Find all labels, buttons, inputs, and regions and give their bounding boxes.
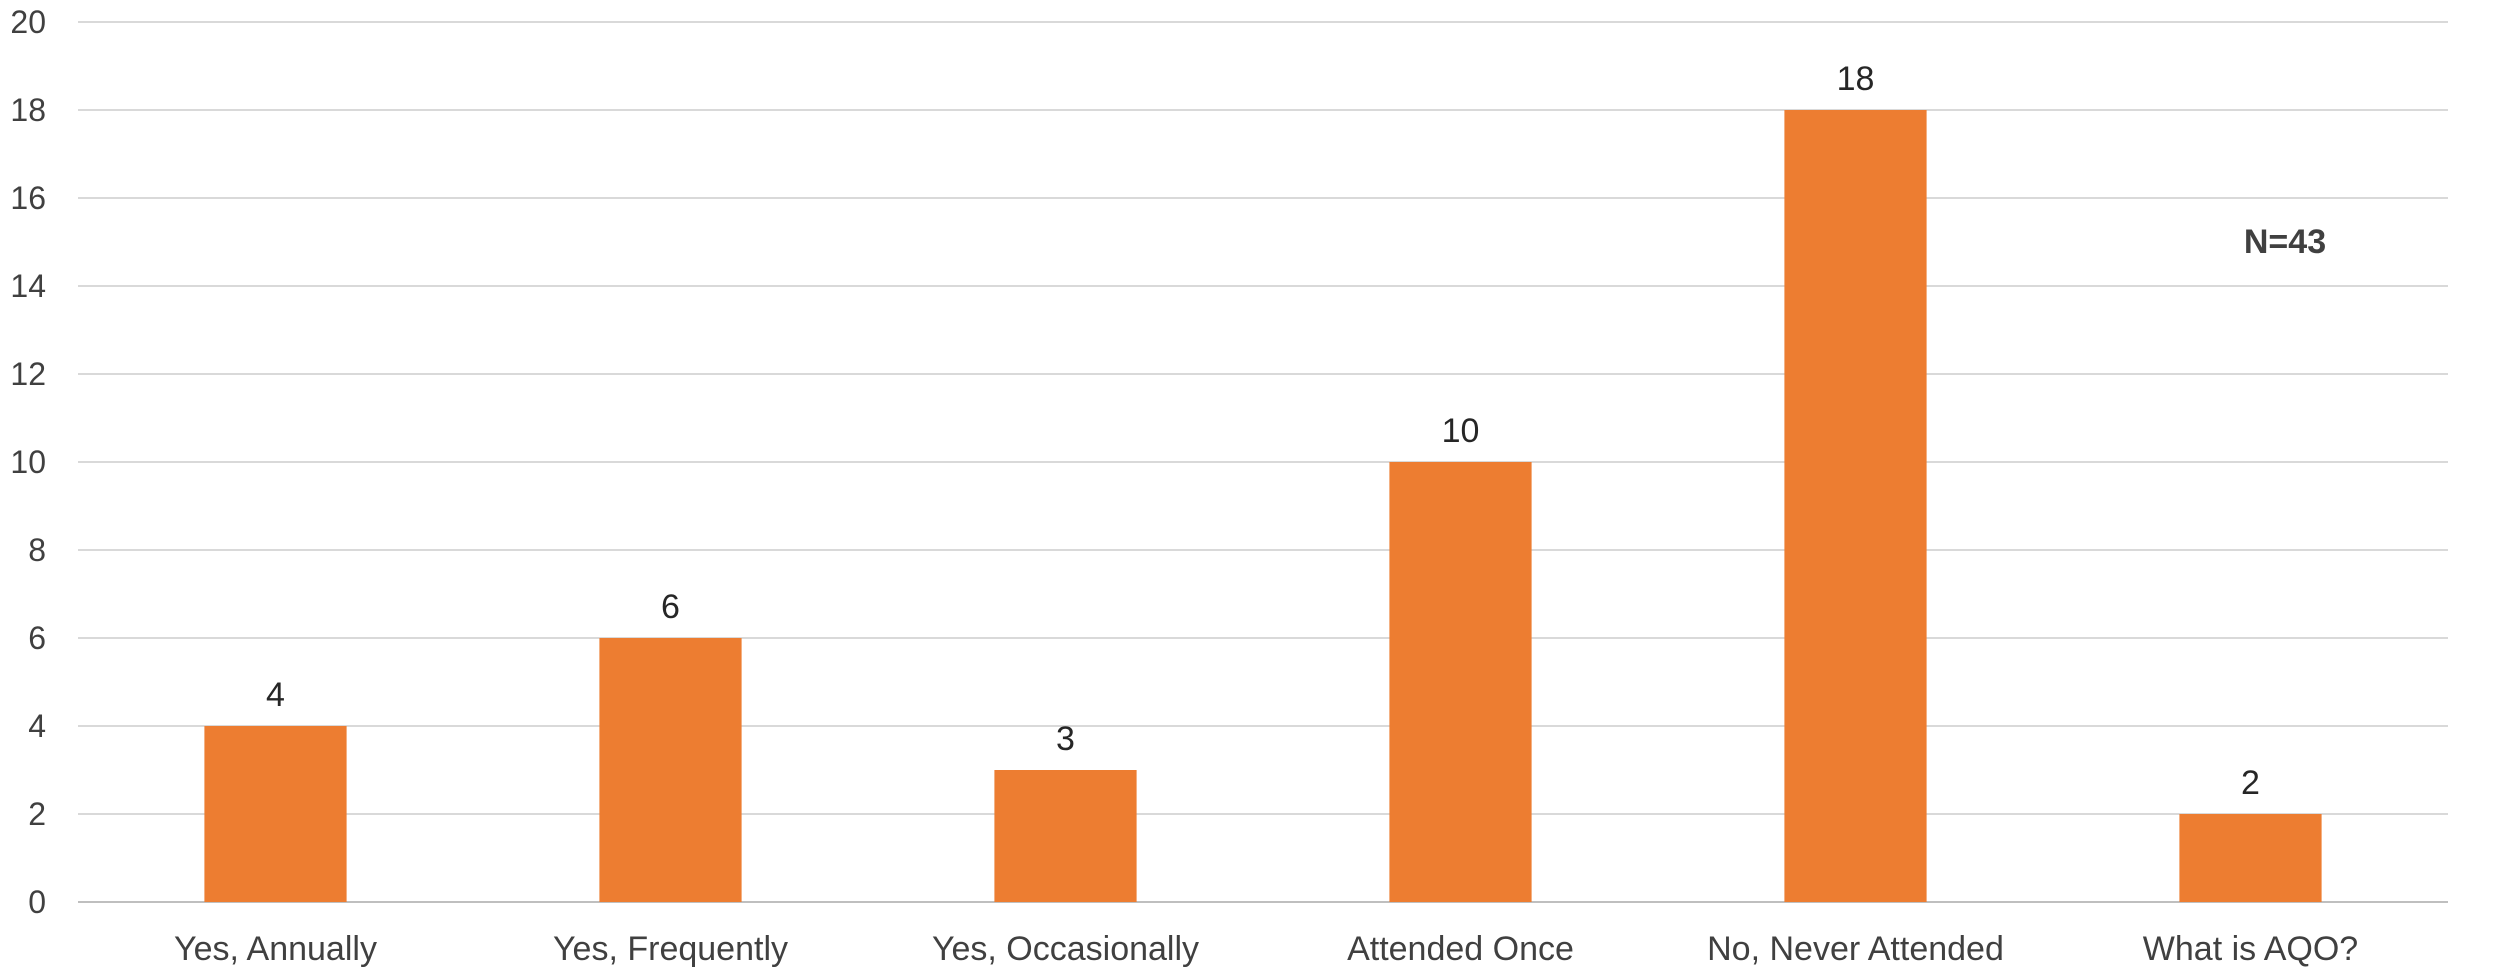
y-tick-label: 0 (28, 884, 46, 920)
data-label: 2 (2241, 764, 2260, 802)
x-category-label: Attended Once (1347, 930, 1574, 968)
y-tick-label: 6 (28, 620, 46, 656)
data-label: 3 (1056, 720, 1075, 758)
x-category-label: Yes, Occasionally (932, 930, 1199, 968)
data-label: 18 (1837, 60, 1875, 98)
x-category-label: Yes, Frequently (553, 930, 788, 968)
sample-size-annotation: N=43 (2244, 223, 2326, 261)
y-tick-label: 2 (28, 796, 46, 832)
y-tick-label: 8 (28, 532, 46, 568)
y-tick-label: 16 (10, 180, 46, 216)
data-label: 4 (266, 676, 285, 714)
bar (1389, 462, 1532, 902)
y-axis-tick-labels: 0 2 4 6 8 10 12 14 16 18 20 (10, 4, 46, 920)
data-label: 6 (661, 588, 680, 626)
bar (994, 770, 1137, 902)
bars (204, 110, 2322, 902)
y-tick-label: 4 (28, 708, 46, 744)
x-category-label: Yes, Annually (174, 930, 377, 968)
x-axis-category-labels: Yes, Annually Yes, Frequently Yes, Occasio… (174, 930, 2358, 968)
bar (204, 726, 347, 902)
y-tick-label: 18 (10, 92, 46, 128)
bar (599, 638, 742, 902)
bar (1784, 110, 1927, 902)
gridlines (78, 21, 2448, 903)
y-tick-label: 10 (10, 444, 46, 480)
data-labels: 4 6 3 10 18 2 (266, 60, 2260, 802)
x-category-label: No, Never Attended (1707, 930, 2004, 968)
y-tick-label: 14 (10, 268, 46, 304)
x-category-label: What is AQO? (2143, 930, 2358, 968)
y-tick-label: 20 (10, 4, 46, 40)
y-tick-label: 12 (10, 356, 46, 392)
bar (2179, 814, 2322, 902)
data-label: 10 (1442, 412, 1480, 450)
